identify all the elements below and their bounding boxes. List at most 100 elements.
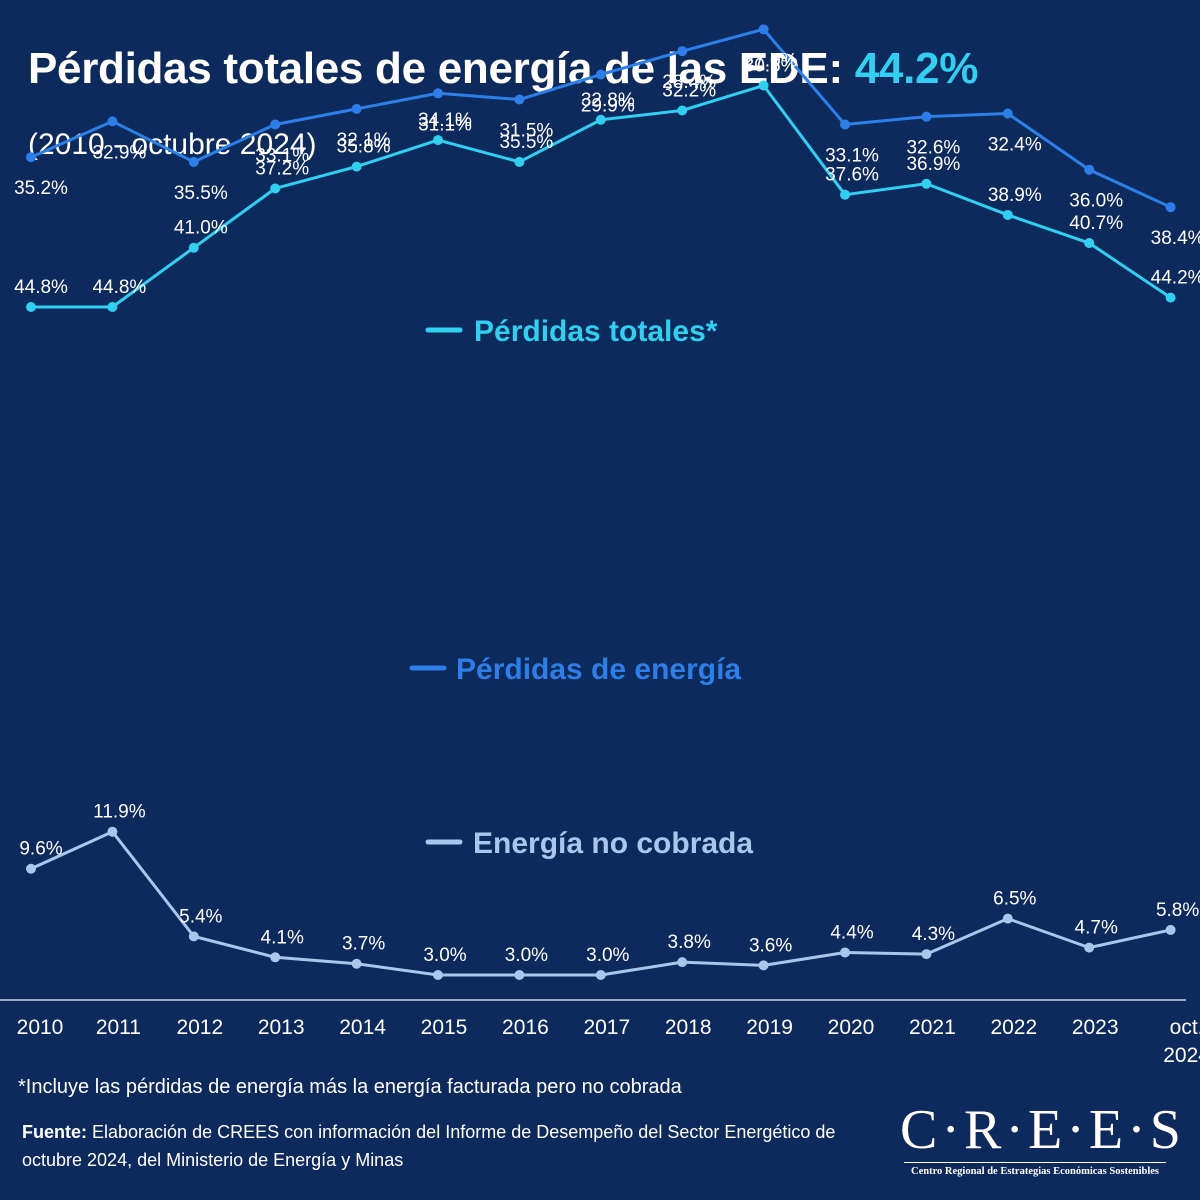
x-tick-label: 2011 [96,1016,141,1039]
perdidas-energia-data-label: 33.1% [825,145,879,166]
x-tick-label: 2022 [990,1016,1037,1039]
perdidas-totales-data-label: 38.9% [988,185,1042,206]
energia-no-cobrada-point [107,826,118,837]
energia-no-cobrada-data-label: 3.6% [749,935,792,956]
perdidas-totales-point [921,178,932,189]
energia-no-cobrada-point [270,952,281,963]
x-tick-label: 2017 [583,1016,630,1039]
x-tick-label: 2014 [339,1016,386,1039]
source-text: Elaboración de CREES con información del… [22,1122,836,1170]
energia-no-cobrada-point [921,949,932,960]
line-chart: 44.8% 44.8% 41.0% 37.2% 35.8% 34.1% 35.5% 32.8%… [0,24,1200,1067]
energia-no-cobrada-point [1084,942,1095,953]
perdidas-totales-point [514,156,525,167]
perdidas-totales-point [758,80,769,91]
energia-no-cobrada-point [26,863,36,874]
energia-no-cobrada-data-label: 5.8% [1156,900,1199,921]
energia-no-cobrada-data-label: 3.0% [505,945,548,966]
x-tick-label: 2021 [909,1016,956,1039]
perdidas-totales-data-label: 44.8% [14,277,68,298]
perdidas-energia-data-label: 28.4% [662,72,716,93]
energia-no-cobrada-data-label: 6.5% [993,889,1036,910]
perdidas-energia-point [514,94,525,105]
perdidas-totales-data-label: 34.1% [418,110,472,131]
perdidas-totales-data-label: 37.6% [825,165,879,186]
perdidas-energia-point [1084,164,1095,175]
perdidas-energia-data-label: 33.1% [255,145,309,166]
perdidas-totales-point [270,183,281,194]
energia-no-cobrada-point [351,958,362,969]
source-note: Fuente: Elaboración de CREES con informa… [22,1118,882,1174]
perdidas-totales-point [1084,238,1095,249]
energia-no-cobrada-data-label: 4.7% [1075,918,1118,939]
perdidas-energia-data-label: 32.6% [906,138,960,159]
chart-title-text: Pérdidas totales de energía de las EDE: [28,44,843,93]
perdidas-totales-data-label: 32.8% [581,90,635,111]
perdidas-energia-point [921,111,932,122]
perdidas-energia-point [595,69,606,80]
perdidas-totales-point [26,302,36,312]
perdidas-totales-data-label: 35.8% [337,137,391,158]
perdidas-energia-point [26,152,36,163]
energia-no-cobrada-point [1165,924,1176,935]
perdidas-totales-legend-label: Pérdidas totales* [474,315,718,348]
logo-tagline: Centro Regional de Estrategias Económica… [910,1166,1159,1177]
perdidas-totales-point [188,242,199,253]
perdidas-energia-data-label: 32.1% [337,130,391,151]
perdidas-energia-point [677,46,688,57]
energia-no-cobrada-data-label: 4.4% [830,922,873,943]
energia-no-cobrada-legend-label: Energía no cobrada [473,827,753,860]
energia-no-cobrada-point [433,970,443,980]
perdidas-energia-point [1165,202,1176,213]
energia-no-cobrada-point [188,931,199,942]
energia-no-cobrada-point [514,970,525,980]
perdidas-totales-point [433,135,443,146]
perdidas-energia-point [107,116,118,127]
perdidas-totales-data-label: 35.5% [499,132,553,153]
energia-no-cobrada-data-label: 3.8% [668,932,711,953]
energia-no-cobrada-data-label: 3.0% [586,945,629,966]
perdidas-energia-point [188,156,199,167]
x-tick-label: 2023 [1072,1016,1119,1039]
x-tick-label: 2019 [746,1016,793,1039]
perdidas-energia-point [351,103,362,114]
perdidas-energia-data-label: 35.5% [174,183,228,204]
perdidas-totales-data-label: 41.0% [174,218,228,239]
perdidas-totales-point [107,302,118,312]
energia-no-cobrada-data-label: 4.1% [261,927,304,948]
x-tick-label: 2020 [828,1016,875,1039]
perdidas-energia-point [758,24,769,35]
perdidas-totales-data-label: 44.2% [1151,268,1200,289]
perdidas-energia-data-label: 36.0% [1069,191,1123,212]
crees-logo: C·R·E·E·S Centro Regional de Estrategias… [900,1099,1185,1180]
energia-no-cobrada-data-label: 11.9% [93,802,146,823]
perdidas-totales-point [1002,209,1013,220]
perdidas-energia-point [1002,108,1013,119]
x-tick-label: oct.2024 [1163,1016,1200,1067]
energia-no-cobrada-data-label: 5.4% [179,906,222,927]
perdidas-totales-point [1165,292,1176,303]
x-tick-label: 2013 [258,1016,305,1039]
perdidas-energia-point [270,119,281,130]
energia-no-cobrada-data-label: 3.7% [342,934,385,955]
perdidas-totales-data-label: 37.2% [255,158,309,179]
perdidas-energia-data-label: 29.9% [581,96,635,117]
chart-subtitle: (2010 - octubre 2024) [28,128,317,161]
logo-divider [904,1162,1166,1163]
logo-wordmark: C·R·E·E·S [900,1099,1185,1161]
energia-no-cobrada-data-label: 3.0% [423,945,466,966]
perdidas-totales-point [351,161,362,172]
perdidas-energia-data-label: 31.5% [499,121,553,142]
perdidas-energia-data-label: 38.4% [1151,228,1200,249]
perdidas-totales-data-label: 40.7% [1069,213,1123,234]
perdidas-totales-data-label: 30.6% [744,55,798,76]
source-label: Fuente: [22,1122,87,1142]
perdidas-totales-point [677,105,688,116]
perdidas-energia-point [433,88,443,99]
perdidas-energia-legend-label: Pérdidas de energía [456,653,741,686]
energia-no-cobrada-data-label: 9.6% [19,839,62,860]
chart-title: Pérdidas totales de energía de las EDE: … [28,44,978,94]
energia-no-cobrada-point [758,960,769,971]
perdidas-totales-data-label: 44.8% [92,277,146,298]
perdidas-energia-data-label: 31.1% [418,114,472,135]
